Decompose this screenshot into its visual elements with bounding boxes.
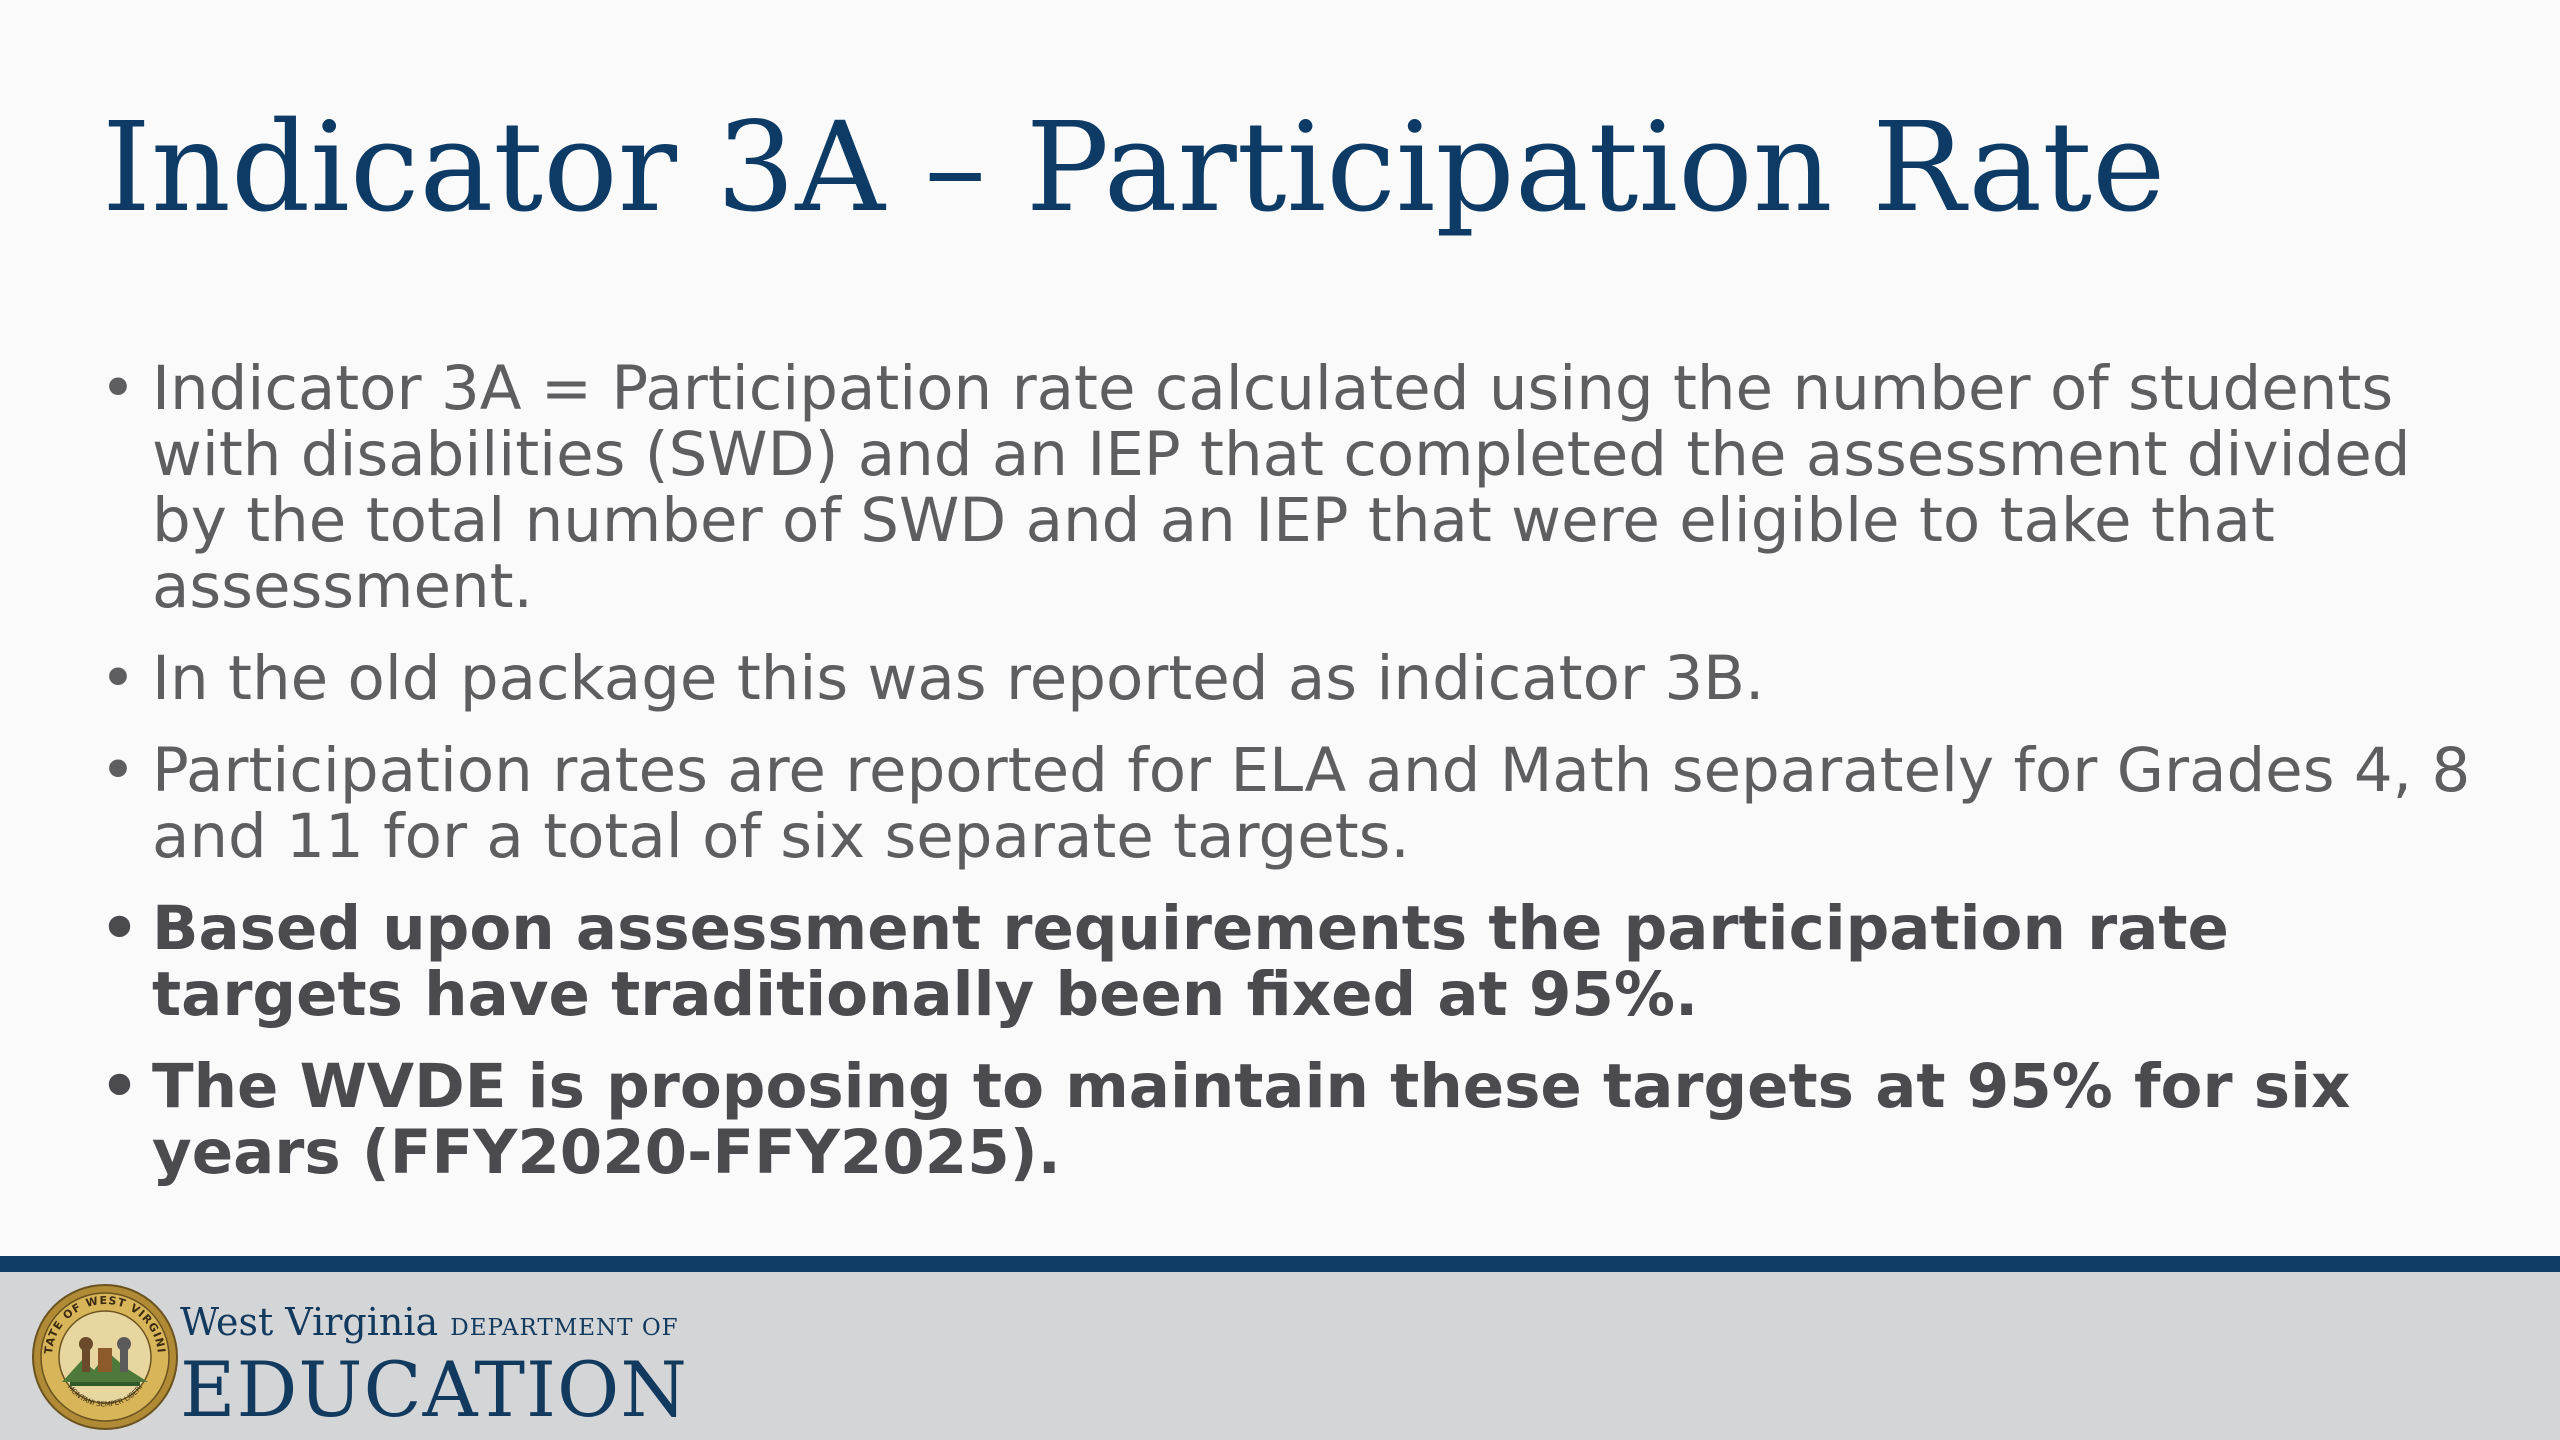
bullet-dot: • <box>100 353 136 424</box>
bullet-text: Indicator 3A = Participation rate calcul… <box>152 353 2411 622</box>
bullet-item: • Participation rates are reported for E… <box>96 738 2476 870</box>
bullet-item-emphasis: • Based upon assessment requirements the… <box>96 896 2476 1028</box>
wvde-logo: West Virginia DEPARTMENT OF EDUCATION <box>180 1300 688 1430</box>
bullet-dot: • <box>100 1051 139 1122</box>
bullet-item: • In the old package this was reported a… <box>96 646 2476 712</box>
footer-divider <box>0 1256 2560 1272</box>
slide-title: Indicator 3A – Participation Rate <box>102 96 2166 240</box>
bullet-text: Based upon assessment requirements the p… <box>152 893 2229 1030</box>
bullet-item: • Indicator 3A = Participation rate calc… <box>96 356 2476 620</box>
state-seal-icon: STATE OF WEST VIRGINIA MONTANI SEMPER LI… <box>30 1282 178 1430</box>
bullet-dot: • <box>100 643 136 714</box>
logo-line-1: West Virginia DEPARTMENT OF <box>180 1300 688 1350</box>
bullet-text: In the old package this was reported as … <box>152 643 1765 714</box>
logo-department-label: DEPARTMENT OF <box>450 1315 679 1341</box>
bullet-list: • Indicator 3A = Participation rate calc… <box>96 356 2476 1212</box>
logo-state-name: West Virginia <box>180 1300 439 1344</box>
bullet-dot: • <box>100 893 139 964</box>
bullet-text: Participation rates are reported for ELA… <box>152 735 2471 872</box>
bullet-dot: • <box>100 735 136 806</box>
bullet-text: The WVDE is proposing to maintain these … <box>152 1051 2351 1188</box>
logo-education-label: EDUCATION <box>180 1345 688 1434</box>
footer-band <box>0 1272 2560 1440</box>
bullet-item-emphasis: • The WVDE is proposing to maintain thes… <box>96 1054 2476 1186</box>
